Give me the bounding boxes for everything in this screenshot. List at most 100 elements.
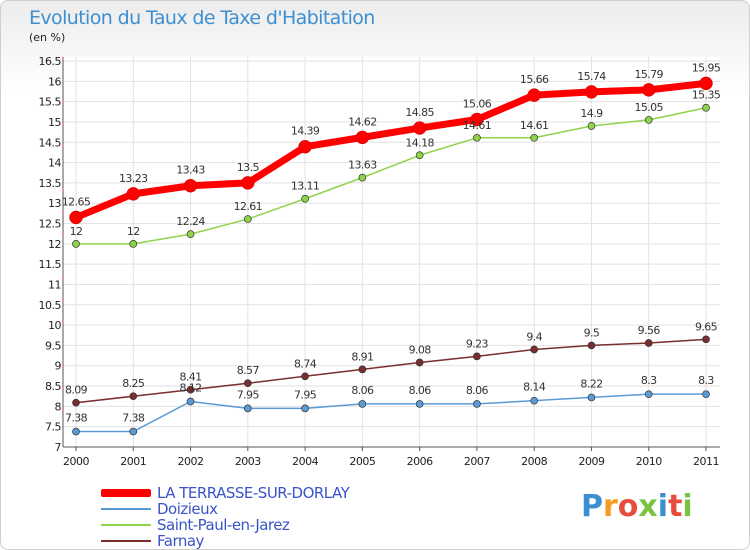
data-label: 7.38 [122, 412, 145, 425]
y-tick-label: 16.5 [39, 55, 62, 68]
legend-swatch [101, 508, 151, 510]
data-point [702, 103, 710, 112]
data-label: 15.79 [634, 68, 663, 81]
legend-label: Doizieux [157, 500, 218, 518]
legend-label: LA TERRASSE-SUR-DORLAY [157, 484, 350, 502]
data-label: 13.23 [119, 172, 148, 185]
data-point [301, 194, 309, 203]
legend-label: Saint-Paul-en-Jarez [157, 516, 290, 534]
y-tick-label: 8 [55, 400, 62, 413]
data-label: 14.61 [520, 119, 549, 132]
data-point [72, 239, 80, 248]
y-tick-label: 7 [55, 441, 62, 454]
logo-letter: r [603, 489, 618, 524]
y-tick-label: 13.5 [39, 177, 62, 190]
data-label: 13.43 [176, 164, 205, 177]
data-point [530, 133, 539, 142]
legend-swatch [101, 524, 151, 526]
data-point [644, 339, 653, 347]
y-tick-label: 14.5 [39, 136, 62, 149]
data-point [644, 116, 653, 124]
y-tick-label: 14 [48, 157, 61, 170]
data-point [183, 178, 198, 193]
data-label: 8.06 [466, 384, 489, 397]
legend-label: Farnay [157, 532, 204, 550]
data-label: 15.66 [520, 73, 549, 86]
data-point [412, 121, 427, 135]
data-point [186, 230, 195, 238]
x-tick-label: 2008 [521, 455, 547, 468]
plot-area [63, 57, 720, 447]
data-label: 12 [127, 225, 140, 238]
data-label: 8.14 [523, 381, 546, 394]
data-label: 13.63 [348, 159, 377, 172]
data-point [473, 352, 481, 361]
y-tick-label: 16 [48, 75, 61, 88]
y-tick-label: 12.5 [39, 218, 62, 231]
proxiti-logo: Proxiti [581, 489, 693, 524]
data-point [129, 239, 138, 248]
data-point [699, 76, 713, 91]
series-line [76, 393, 706, 433]
y-tick-label: 7.5 [45, 421, 61, 434]
data-label: 12.24 [176, 215, 205, 228]
data-point [298, 139, 312, 154]
data-label: 14.9 [580, 107, 603, 120]
data-point [358, 365, 367, 374]
data-point [415, 358, 424, 367]
data-point [72, 398, 80, 407]
data-point [702, 335, 710, 344]
data-label: 15.74 [577, 70, 606, 83]
data-label: 15.05 [634, 101, 663, 114]
data-label: 14.85 [405, 106, 434, 119]
x-tick-label: 2002 [178, 455, 204, 468]
data-point [186, 397, 195, 406]
data-point [301, 372, 309, 381]
data-point [126, 187, 141, 201]
data-point [243, 215, 252, 223]
data-label: 14.39 [291, 125, 320, 138]
y-tick-label: 13 [48, 197, 61, 210]
data-point [415, 151, 424, 160]
data-label: 9.23 [466, 337, 489, 350]
data-point [69, 210, 83, 225]
data-point [641, 83, 656, 97]
data-point [473, 400, 481, 408]
data-label: 12.61 [234, 200, 263, 213]
data-label: 15.06 [463, 98, 492, 111]
x-tick-label: 2006 [407, 455, 433, 468]
chart-title: Evolution du Taux de Taxe d'Habitation [29, 7, 375, 29]
data-label: 8.57 [237, 364, 260, 377]
data-point [243, 404, 252, 413]
y-tick-label: 9.5 [45, 339, 61, 352]
data-point [186, 385, 195, 394]
data-point [241, 176, 255, 190]
x-tick-label: 2007 [464, 455, 490, 468]
y-tick-label: 12 [48, 238, 61, 251]
x-tick-label: 2003 [235, 455, 261, 468]
data-label: 8.06 [409, 384, 432, 397]
data-label: 8.41 [179, 371, 201, 384]
data-label: 8.3 [698, 374, 714, 387]
series-line [74, 79, 707, 221]
data-label: 14.61 [463, 119, 492, 132]
y-tick-label: 8.5 [45, 380, 61, 393]
data-label: 7.95 [237, 388, 260, 401]
data-label: 8.06 [351, 384, 374, 397]
data-point [530, 345, 539, 354]
data-label: 13.5 [237, 161, 260, 174]
logo-letter: i [682, 489, 693, 524]
y-tick-label: 10 [48, 319, 61, 332]
logo-letter: P [581, 489, 603, 524]
data-label: 9.56 [638, 324, 661, 337]
legend-swatch [101, 540, 151, 542]
data-point [470, 112, 484, 127]
data-label: 8.25 [122, 377, 145, 390]
x-tick-label: 2011 [693, 455, 719, 468]
data-label: 9.65 [695, 320, 718, 333]
data-label: 8.3 [641, 374, 657, 387]
logo-letter: o [617, 489, 639, 524]
x-tick-label: 2010 [636, 455, 662, 468]
x-tick-label: 2004 [292, 455, 318, 468]
